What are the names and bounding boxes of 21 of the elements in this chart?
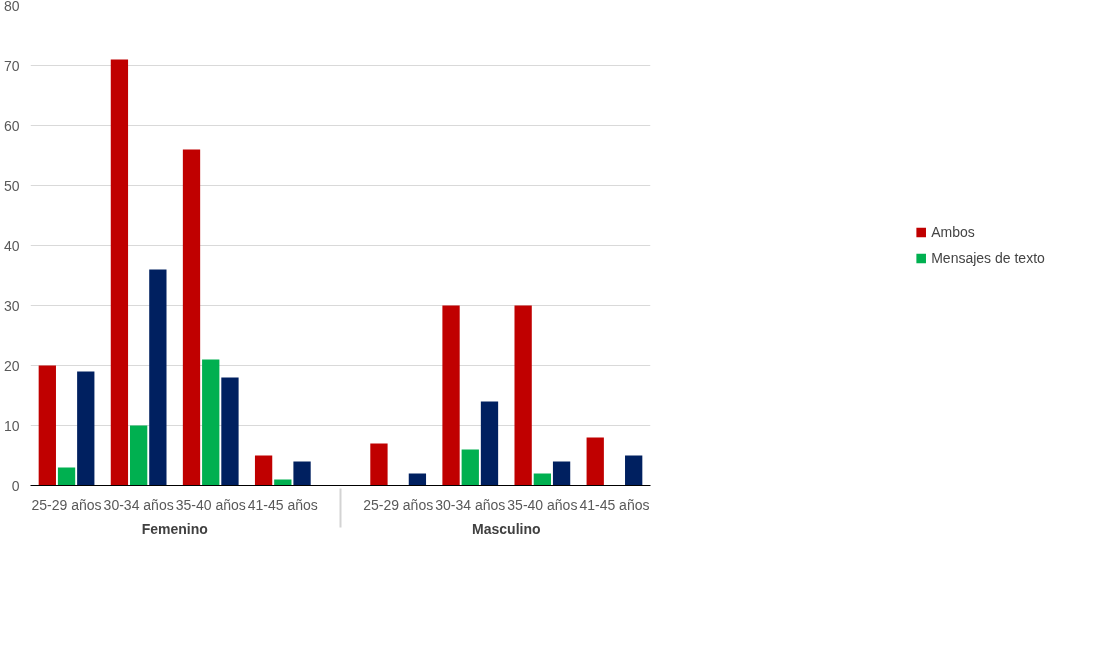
x-tick-label: 35-40 años [175, 496, 246, 513]
y-tick-label: 20 [3, 357, 20, 374]
y-tick-label: 70 [3, 57, 20, 74]
x-tick-label: 30-34 años [435, 496, 506, 513]
y-tick-label: 50 [3, 177, 20, 194]
x-tick-label: 35-40 años [507, 496, 578, 513]
x-tick-label: 30-34 años [103, 496, 174, 513]
x-tick-label: 41-45 años [579, 496, 650, 513]
y-tick-label: 0 [11, 477, 20, 494]
x-tick-label: 25-29 años [363, 496, 434, 513]
y-tick-label: 60 [3, 117, 20, 134]
y-tick-label: 30 [3, 297, 20, 314]
text: Femenino [141, 520, 208, 537]
text: Masculino [472, 520, 541, 537]
legend-label: Ambos [931, 224, 975, 240]
y-tick-label: 10 [3, 417, 20, 434]
y-tick-label: 80 [3, 0, 20, 14]
x-tick-label: 25-29 años [31, 496, 102, 513]
y-tick-label: 40 [3, 237, 20, 254]
legend-label: Mensajes de texto [931, 250, 1045, 266]
x-tick-label: 41-45 años [247, 496, 318, 513]
